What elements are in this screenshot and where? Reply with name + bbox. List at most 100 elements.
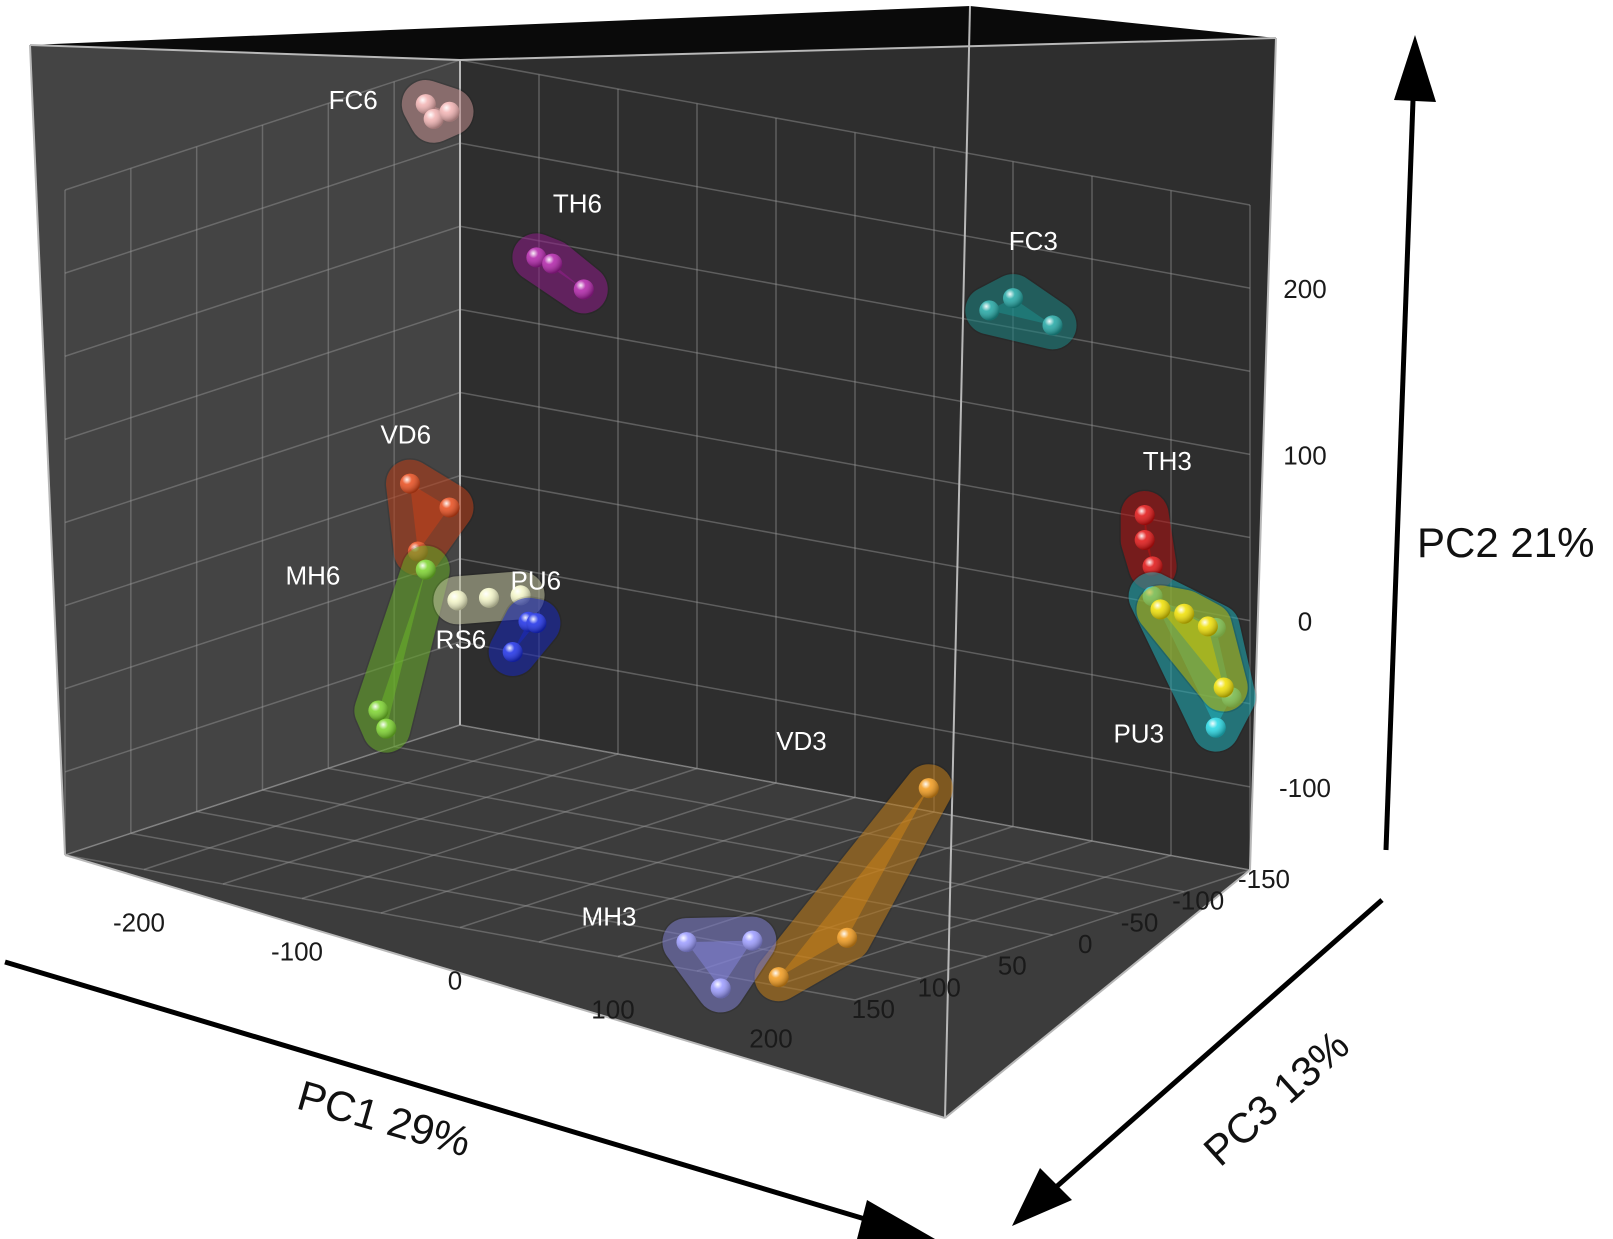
box-edges: [29, 5, 1277, 1119]
pc3-tick-label: -50: [1121, 907, 1159, 937]
cluster-vd6: VD6: [380, 420, 475, 577]
cluster-fc3: FC3: [963, 226, 1078, 351]
point-mh6-shade: [376, 718, 397, 739]
grid-line-floor-z: [262, 789, 1053, 936]
cluster-vd6-outline: [384, 458, 475, 577]
point-pu6-shade: [502, 642, 523, 663]
grid-line-floor-z: [459, 724, 1251, 871]
grid-lines: [64, 59, 1251, 1001]
cluster-label-rs3: RS3: [1270, 582, 1321, 612]
pc1-axis-arrow: [4, 959, 935, 1239]
cluster-label-fc3: FC3: [1009, 226, 1058, 256]
pc3-tick-label: -100: [1172, 886, 1224, 916]
cluster-label-th6: TH6: [553, 188, 602, 218]
grid-line-back-horizontal: [459, 391, 1251, 539]
pc1-tick-label: 200: [749, 1024, 792, 1054]
cluster-pu3: PU3: [1113, 583, 1250, 748]
pc3-tick-label: 150: [852, 994, 895, 1024]
back-right-wall: [460, 38, 1276, 870]
pc1-tick-label: 100: [591, 995, 634, 1025]
pc2-tick-label: 200: [1283, 274, 1326, 304]
point-vd3-shade: [918, 778, 939, 799]
grid-line-back-horizontal: [459, 59, 1251, 206]
pc3-tick-label: 50: [998, 951, 1027, 981]
grid-line-left-horizontal: [64, 558, 461, 690]
point-fc6-shade: [423, 108, 444, 129]
pc2-axis-title: PC2 21%: [1417, 519, 1594, 566]
top-face: [30, 6, 1276, 60]
grid-line-floor-z: [394, 745, 1185, 893]
point-fc3-shade: [1003, 288, 1023, 309]
cluster-mh3-outline: [661, 915, 778, 1014]
cluster-label-pu3: PU3: [1113, 718, 1164, 748]
cluster-th6: TH6: [510, 188, 610, 315]
grid-line-left-horizontal: [64, 142, 461, 274]
point-mh3-shade: [710, 978, 731, 999]
point-th6-shade: [526, 247, 547, 268]
point-vd3-shade: [837, 927, 858, 948]
cluster-label-rs6: RS6: [436, 624, 487, 654]
grid-line-back-horizontal: [459, 724, 1251, 871]
cluster-th3: TH3: [1119, 446, 1192, 592]
point-fc3-shade: [979, 300, 1000, 321]
grid-line-floor-x: [459, 796, 856, 929]
pc2-tick-label: 100: [1283, 440, 1326, 470]
point-rs6-shade: [447, 590, 468, 611]
grid-line-floor-x: [380, 782, 777, 914]
cluster-label-th3: TH3: [1143, 446, 1192, 476]
grid-line-back-horizontal: [459, 558, 1251, 705]
cluster-label-pu6: PU6: [511, 566, 562, 596]
cluster-label-vd6: VD6: [380, 420, 431, 450]
grid-line-back-horizontal: [459, 225, 1251, 372]
grid-line-floor-z: [328, 767, 1119, 915]
point-pu3-shade: [1197, 616, 1218, 637]
point-rs3-shade: [1205, 717, 1226, 738]
pc1-tick-label: -100: [271, 937, 323, 967]
point-fc3-shade: [1042, 315, 1063, 336]
cluster-vd3: VD3: [753, 726, 955, 1003]
grid-line-left-horizontal: [64, 59, 461, 191]
point-pu3-shade: [1150, 599, 1171, 620]
tick-labels: -200 -100 0 100 200 -100 0 100 200 -150 -100 -50 0 50…: [113, 274, 1331, 1053]
cluster-pu6: PU6: [487, 566, 562, 678]
point-vd3-shade: [768, 967, 789, 988]
grid-line-floor-x: [301, 767, 698, 900]
grid-line-left-horizontal: [64, 308, 461, 441]
point-mh6-shade: [415, 559, 436, 580]
pc3-tick-label: 100: [917, 972, 960, 1002]
cluster-groups: FC6 TH6 FC3 TH3 RS3 PU3 VD6 MH6 RS6 PU6 VD3 MH3: [285, 78, 1321, 1014]
pc1-axis-title: PC1 29%: [293, 1071, 477, 1165]
cluster-mh3: MH3: [582, 902, 778, 1014]
point-rs6-shade: [478, 587, 499, 608]
grid-line-back-horizontal: [459, 641, 1251, 788]
pc1-tick-label: 0: [448, 966, 462, 996]
cluster-rs6: RS6: [431, 569, 547, 654]
cluster-label-vd3: VD3: [776, 726, 827, 756]
pc3-axis-arrow: [1012, 898, 1384, 1226]
floor-face: [65, 725, 1250, 1118]
pc2-tick-label: 0: [1298, 607, 1312, 637]
pc3-tick-label: 0: [1078, 929, 1092, 959]
point-mh3-shade: [742, 930, 763, 951]
cluster-fc6: FC6: [329, 78, 475, 145]
pc3-tick-label: -150: [1238, 864, 1290, 894]
cluster-vd3-outline: [753, 762, 955, 1003]
point-pu3-shade: [1174, 603, 1195, 624]
pc2-axis-arrow: [1383, 35, 1436, 851]
cluster-fc3-outline: [963, 272, 1078, 351]
cluster-label-fc6: FC6: [329, 85, 378, 115]
pc1-tick-label: -200: [113, 908, 165, 938]
point-mh3-shade: [676, 932, 697, 953]
point-fc6-shade: [439, 101, 460, 122]
point-th3-shade: [1134, 529, 1155, 550]
point-pu6-shade: [526, 613, 547, 634]
point-mh6-shade: [368, 700, 389, 721]
pc2-tick-label: -100: [1279, 773, 1331, 803]
point-th3-shade: [1134, 505, 1155, 526]
point-vd6-shade: [439, 497, 460, 518]
grid-line-back-horizontal: [459, 142, 1251, 289]
point-th6-shade: [542, 253, 563, 274]
grid-line-floor-x: [143, 738, 540, 871]
grid-line-left-horizontal: [64, 391, 461, 524]
